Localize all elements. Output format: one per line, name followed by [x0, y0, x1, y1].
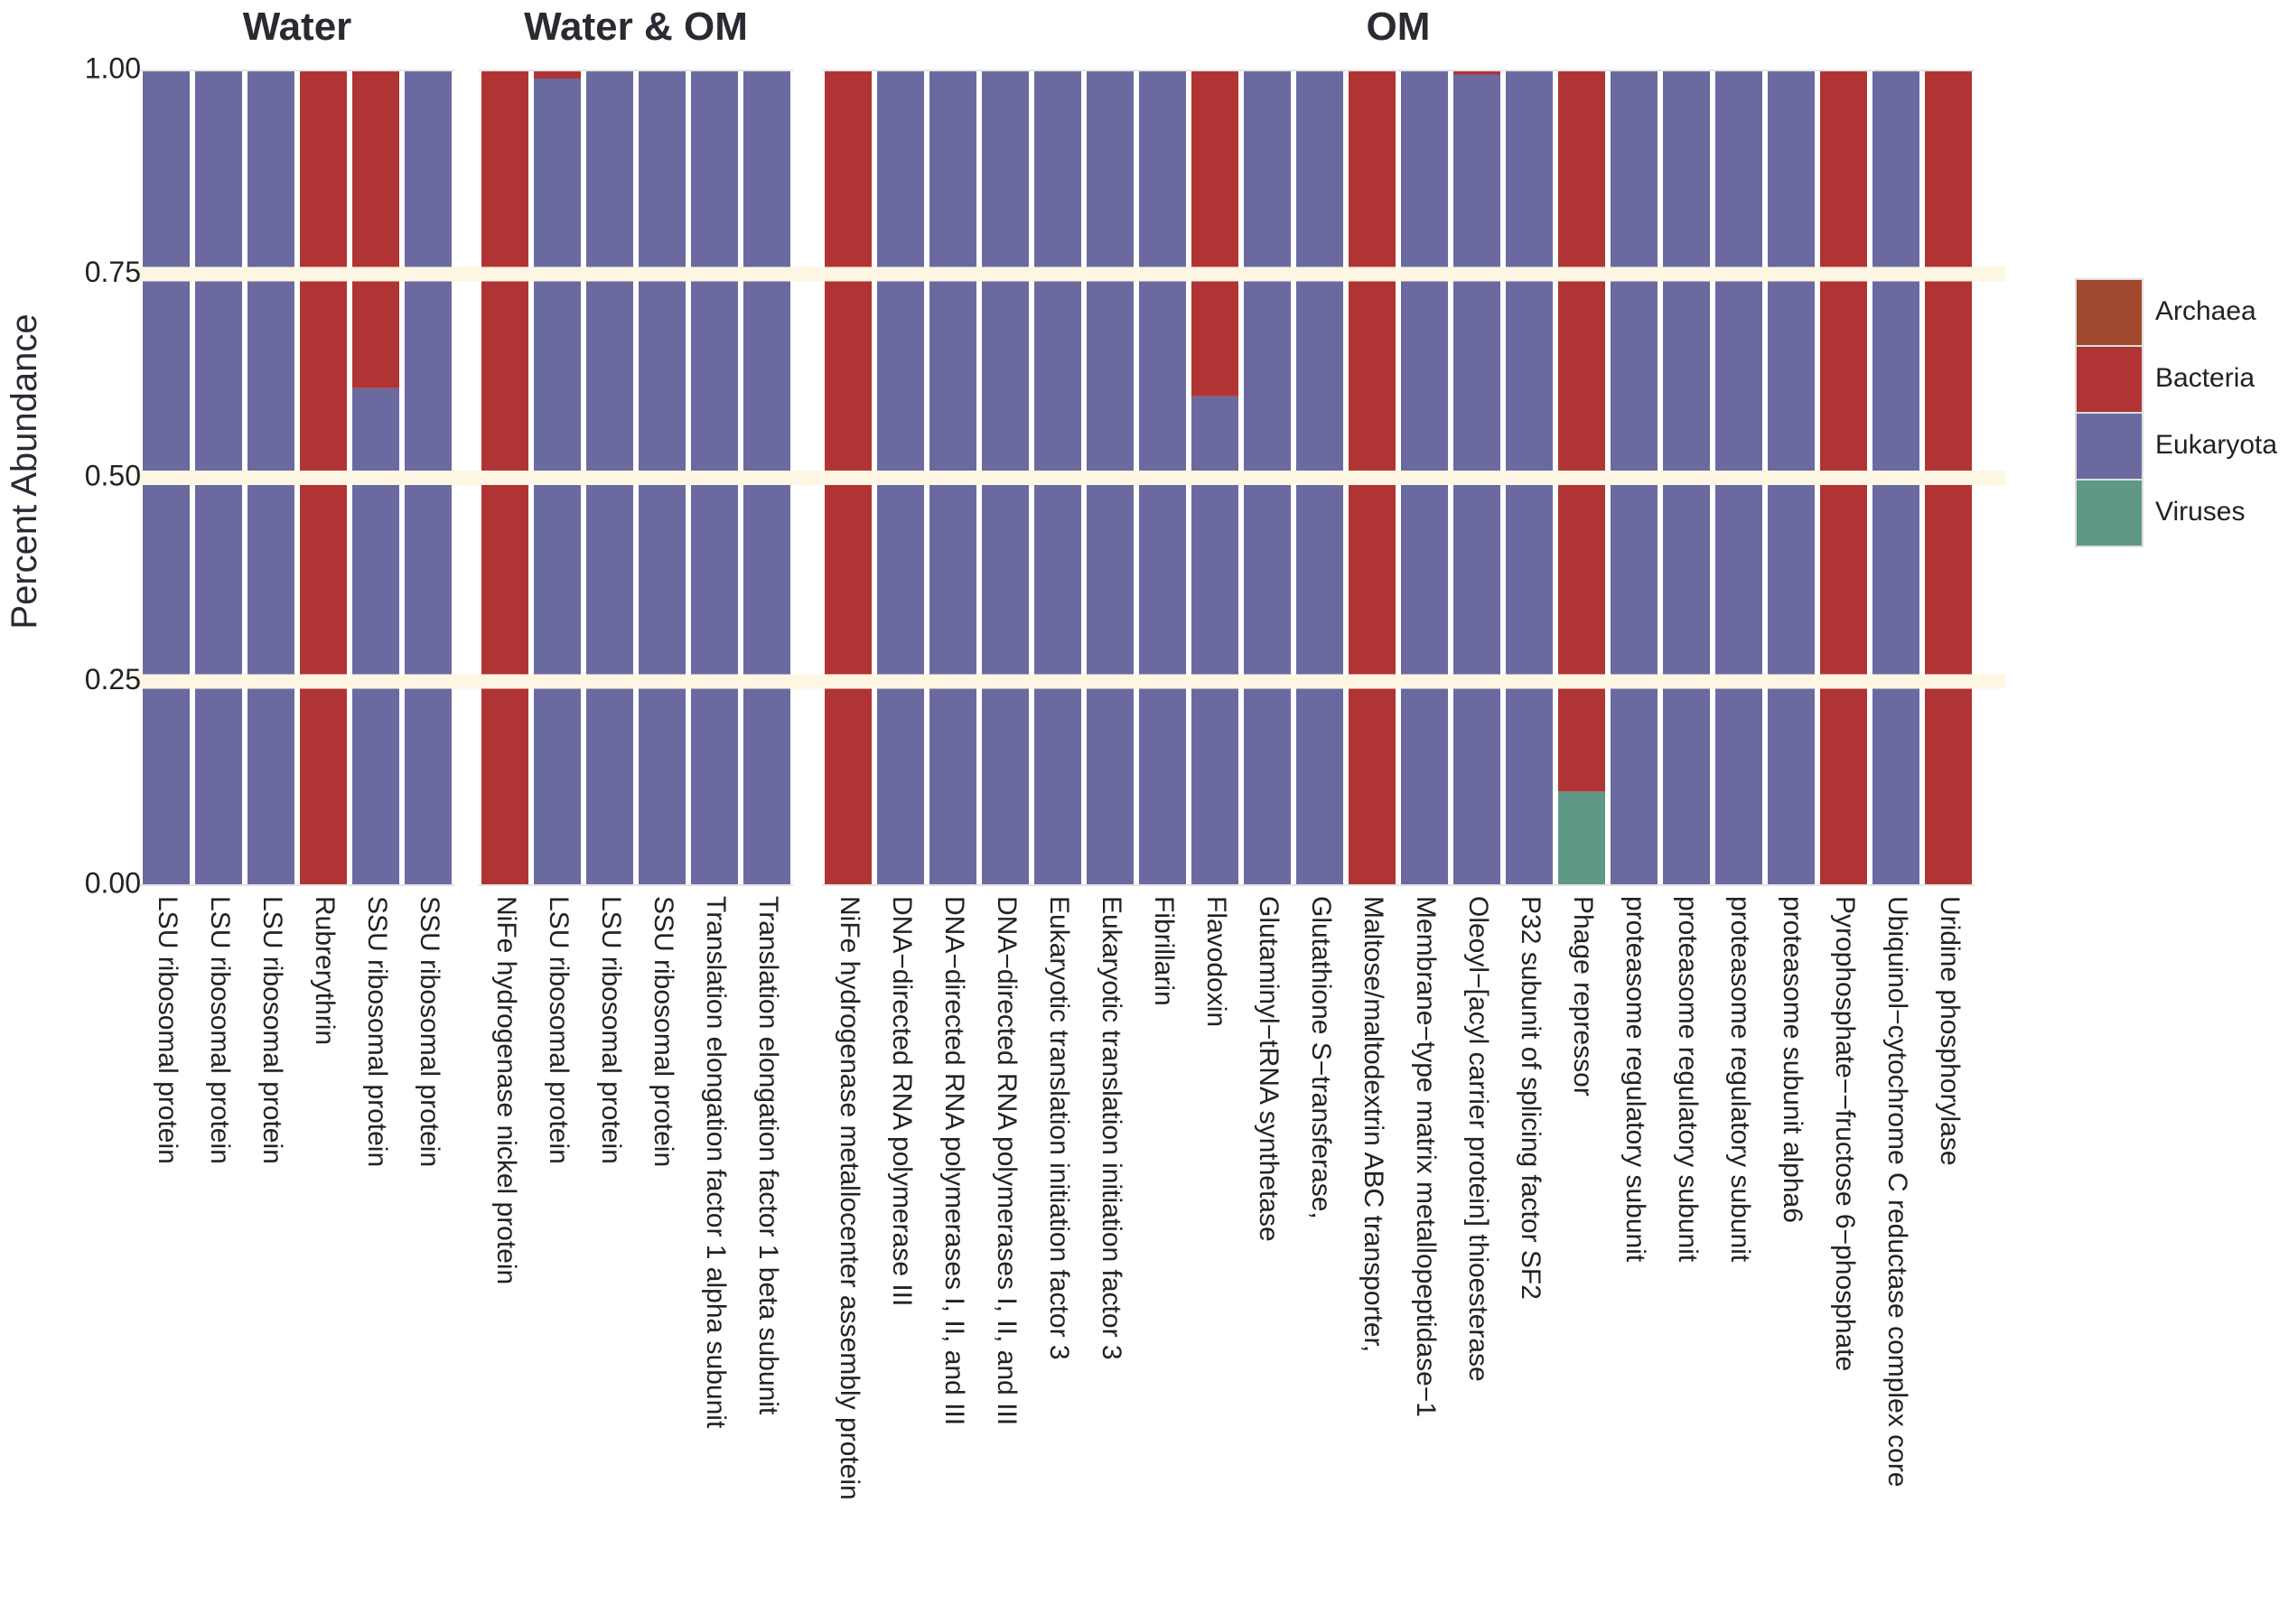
x-tick-label: DNA−directed RNA polymerases I, II, and …	[992, 896, 1022, 1425]
bar-segment-eukaryota	[352, 387, 399, 885]
x-tick-label: Membrane−type matrix metallopeptidase−1	[1411, 896, 1441, 1417]
bar-segment-viruses	[1558, 791, 1605, 885]
x-tick-label: P32 subunit of splicing factor SF2	[1516, 896, 1546, 1300]
legend-label-viruses: Viruses	[2155, 497, 2246, 527]
y-tick-label: 0.50	[85, 459, 141, 491]
x-tick-label: DNA−directed RNA polymerases I, II, and …	[939, 896, 969, 1425]
y-tick-label: 1.00	[85, 51, 141, 84]
x-tick-label: SSU ribosomal protein	[649, 896, 678, 1167]
x-tick-label: Fibrillarin	[1149, 896, 1179, 1006]
legend-swatch-archaea	[2075, 278, 2143, 347]
y-tick-label: 0.25	[85, 663, 141, 695]
legend-swatch-viruses	[2075, 479, 2143, 547]
h-gridline-band	[135, 266, 2005, 282]
x-tick-label: proteasome regulatory subunit	[1725, 896, 1755, 1263]
facet-titles: Water Water & OM OM	[243, 5, 1431, 49]
bar-segment-bacteria	[352, 70, 399, 388]
bars-layer	[143, 70, 1972, 885]
legend-label-eukaryota: Eukaryota	[2155, 430, 2277, 460]
x-tick-label: Glutaminyl−tRNA synthetase	[1254, 896, 1284, 1242]
major-gridlines	[135, 70, 2005, 886]
x-tick-label: Ubiquinol−cytochrome C reductase complex…	[1882, 896, 1912, 1487]
h-gridline-band	[135, 674, 2005, 689]
x-tick-label: Glutathione S−transferase,	[1306, 896, 1336, 1219]
h-gridline-band	[135, 471, 2005, 485]
x-tick-label: Rubrerythrin	[310, 896, 340, 1045]
x-tick-label: Oleoyl−[acyl carrier protein] thioestera…	[1463, 896, 1493, 1382]
x-tick-label: NiFe hydrogenase nickel protein	[491, 896, 521, 1284]
bar-segment-eukaryota	[1191, 396, 1238, 885]
facet-title-1: Water & OM	[524, 5, 748, 49]
x-tick-label: NiFe hydrogenase metallocenter assembly …	[835, 896, 864, 1500]
y-axis: 0.00 0.25 0.50 0.75 1.00	[85, 51, 141, 899]
y-axis-title: Percent Abundance	[5, 313, 44, 629]
x-axis-labels: LSU ribosomal protein LSU ribosomal prote…	[153, 896, 1965, 1500]
legend: Archaea Bacteria Eukaryota Viruses	[2075, 278, 2277, 547]
x-tick-label: proteasome subunit alpha6	[1778, 896, 1807, 1223]
x-tick-label: LSU ribosomal protein	[205, 896, 235, 1164]
legend-label-bacteria: Bacteria	[2155, 363, 2255, 393]
x-tick-label: Eukaryotic translation initiation factor…	[1044, 896, 1074, 1360]
x-tick-label: proteasome regulatory subunit	[1620, 896, 1650, 1263]
x-tick-label: Uridine phosphorylase	[1935, 896, 1965, 1166]
x-tick-label: Pyrophosphate−−fructose 6−phosphate	[1830, 896, 1860, 1371]
facet-title-0: Water	[243, 5, 352, 49]
x-tick-label: Eukaryotic translation initiation factor…	[1097, 896, 1126, 1360]
x-tick-label: Phage repressor	[1568, 896, 1598, 1097]
x-tick-label: Translation elongation factor 1 beta sub…	[753, 896, 783, 1415]
y-tick-label: 0.00	[85, 866, 141, 899]
bar-segment-bacteria	[1191, 70, 1238, 397]
x-tick-label: DNA−directed RNA polymerase III	[887, 896, 917, 1306]
legend-label-archaea: Archaea	[2155, 296, 2256, 326]
x-tick-label: Flavodoxin	[1201, 896, 1231, 1027]
x-tick-label: LSU ribosomal protein	[544, 896, 574, 1164]
bar-segment-bacteria	[1453, 70, 1500, 75]
x-tick-label: Translation elongation factor 1 alpha su…	[701, 896, 731, 1429]
x-tick-label: SSU ribosomal protein	[415, 896, 444, 1167]
x-tick-label: Maltose/maltodextrin ABC transporter,	[1359, 896, 1388, 1352]
x-tick-label: SSU ribosomal protein	[362, 896, 392, 1167]
x-tick-label: LSU ribosomal protein	[257, 896, 287, 1164]
bar-segment-bacteria	[534, 70, 581, 79]
x-tick-label: LSU ribosomal protein	[153, 896, 182, 1164]
facet-title-2: OM	[1367, 5, 1431, 49]
bar-segment-bacteria	[1558, 70, 1605, 792]
legend-swatch-bacteria	[2075, 345, 2143, 414]
legend-swatch-eukaryota	[2075, 412, 2143, 481]
x-tick-label: proteasome regulatory subunit	[1673, 896, 1703, 1263]
x-tick-label: LSU ribosomal protein	[596, 896, 626, 1164]
y-tick-label: 0.75	[85, 256, 141, 288]
